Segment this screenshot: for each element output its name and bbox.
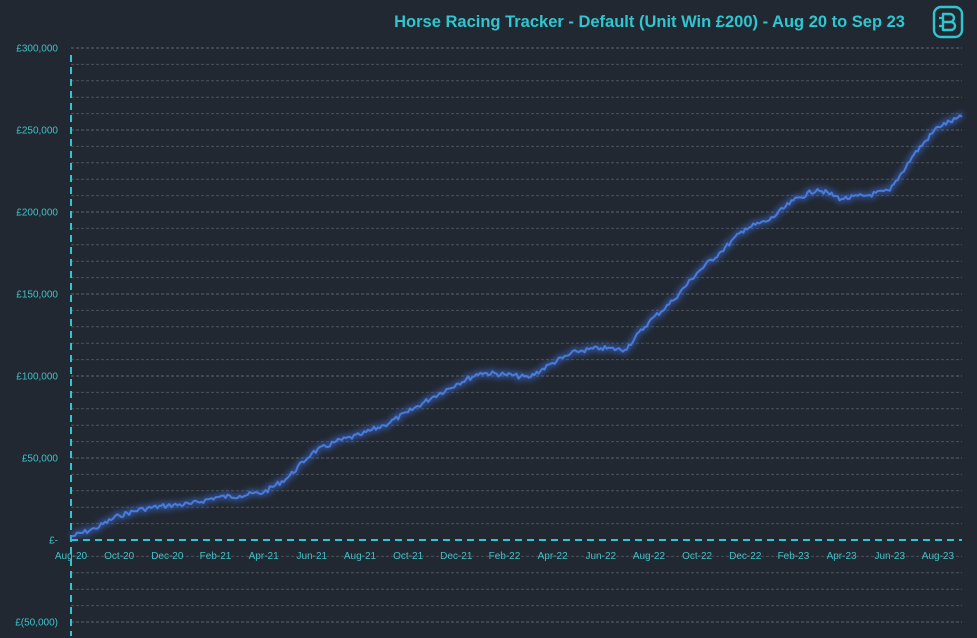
y-tick-label: £50,000 [22,454,59,465]
x-tick-label: Dec-20 [151,551,184,562]
y-tick-label: £- [49,536,58,547]
b-logo-icon [932,5,964,39]
y-tick-label: £100,000 [16,372,58,383]
axes [70,55,962,636]
x-tick-label: Oct-21 [393,551,423,562]
x-tick-label: Jun-23 [874,551,905,562]
series-layer [70,112,964,540]
y-tick-label: £300,000 [16,44,58,55]
x-tick-label: Jun-22 [585,551,616,562]
series-line [70,114,963,538]
x-tick-label: Aug-21 [344,551,377,562]
chart-title: Horse Racing Tracker - Default (Unit Win… [394,13,905,31]
x-axis-tick-labels: Aug-20 Oct-20 Dec-20 Feb-21 Apr-21 Jun-21 Aug-… [55,551,955,562]
gridlines [71,47,962,623]
y-tick-label: £(50,000) [15,618,58,629]
x-tick-label: Feb-23 [778,551,810,562]
x-tick-label: Apr-23 [827,551,857,562]
y-tick-label: £150,000 [16,290,58,301]
x-tick-label: Dec-21 [440,551,473,562]
x-tick-label: Jun-21 [297,551,328,562]
x-tick-label: Aug-22 [633,551,666,562]
x-tick-label: Oct-22 [682,551,712,562]
y-tick-label: £250,000 [16,126,58,137]
y-tick-label: £200,000 [16,208,58,219]
x-tick-label: Apr-21 [249,551,279,562]
x-tick-label: Feb-21 [200,551,232,562]
x-tick-label: Aug-23 [922,551,955,562]
x-tick-label: Dec-22 [729,551,762,562]
x-tick-label: Aug-20 [55,551,88,562]
x-tick-label: Feb-22 [489,551,521,562]
x-tick-label: Apr-22 [538,551,568,562]
y-axis-tick-labels: £(50,000) £- £50,000 £100,000 £150,000 £200,0… [15,44,58,629]
series-line-glow [70,112,964,540]
x-tick-label: Oct-20 [104,551,134,562]
